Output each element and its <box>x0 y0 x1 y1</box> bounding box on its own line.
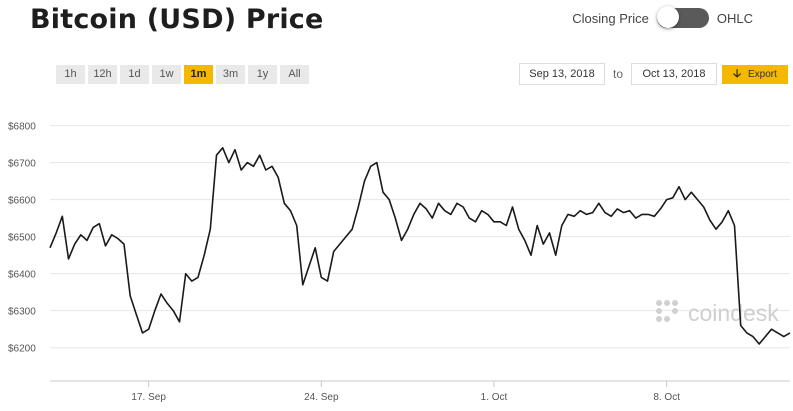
y-axis: $6200 $6300 $6400 $6500 $6600 $6700 $6800 <box>8 122 36 355</box>
export-label: Export <box>748 68 777 80</box>
page-title: Bitcoin (USD) Price <box>30 4 324 35</box>
logo-dot <box>656 300 662 306</box>
export-button[interactable]: 🡣 Export <box>722 64 788 84</box>
logo-dot <box>664 316 670 322</box>
x-tick-label: 8. Oct <box>653 392 680 403</box>
y-tick-label: $6800 <box>8 122 36 133</box>
arrow-down-icon: 🡣 <box>733 67 741 80</box>
x-tick-label: 1. Oct <box>481 392 508 403</box>
range-button-all[interactable]: All <box>280 65 309 84</box>
y-tick-label: $6500 <box>8 233 36 244</box>
logo-dot <box>672 308 678 314</box>
time-range-selector: 1h 12h 1d 1w 1m 3m 1y All <box>56 65 312 84</box>
closing-price-label: Closing Price <box>572 10 649 26</box>
logo-dot <box>664 300 670 306</box>
toggle-knob[interactable] <box>656 6 679 28</box>
price-mode-toggle-group: Closing Price OHLC <box>572 6 753 28</box>
coindesk-watermark: coindesk <box>656 300 779 326</box>
range-button-3m[interactable]: 3m <box>216 65 245 84</box>
coindesk-logo-icon <box>656 300 678 322</box>
y-tick-label: $6300 <box>8 307 36 318</box>
range-button-12h[interactable]: 12h <box>88 65 117 84</box>
range-button-1y[interactable]: 1y <box>248 65 277 84</box>
chart-grid <box>50 125 790 349</box>
ohlc-label: OHLC <box>716 10 753 26</box>
y-tick-label: $6700 <box>8 159 36 170</box>
x-axis: 17. Sep 24. Sep 1. Oct 8. Oct <box>131 381 680 403</box>
price-mode-toggle[interactable] <box>656 6 709 28</box>
to-label: to <box>612 67 623 81</box>
end-date-input[interactable] <box>631 63 717 85</box>
logo-dot <box>656 316 662 322</box>
y-tick-label: $6600 <box>8 196 36 207</box>
range-button-1h[interactable]: 1h <box>56 65 85 84</box>
start-date-input[interactable] <box>518 63 605 85</box>
logo-dot <box>656 308 662 314</box>
range-button-1m[interactable]: 1m <box>184 65 213 84</box>
watermark-text: coindesk <box>688 300 779 326</box>
x-tick-label: 17. Sep <box>131 392 166 403</box>
price-series-line <box>49 147 791 345</box>
y-tick-label: $6400 <box>8 270 36 281</box>
y-tick-label: $6200 <box>8 344 36 355</box>
range-button-1w[interactable]: 1w <box>152 65 181 84</box>
date-range-picker: to 🡣 Export <box>518 63 788 85</box>
range-button-1d[interactable]: 1d <box>120 65 149 84</box>
logo-dot <box>672 300 678 306</box>
x-tick-label: 24. Sep <box>304 392 339 403</box>
